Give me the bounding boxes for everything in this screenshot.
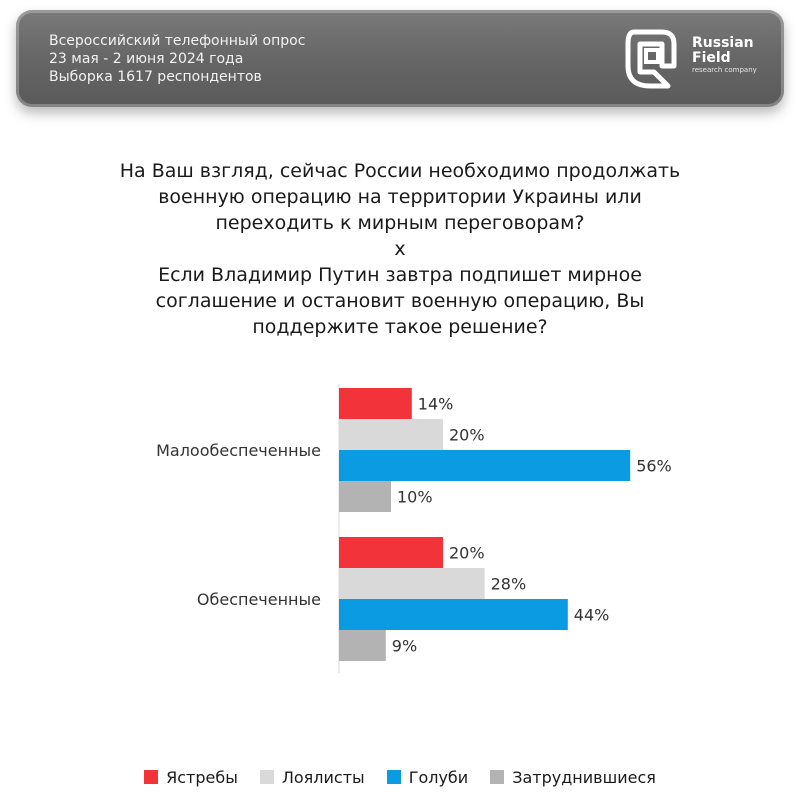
logo-word-russian: Russian (692, 35, 754, 51)
question-cross-symbol: x (394, 238, 406, 260)
question-line: поддержите такое решение? (252, 316, 548, 338)
bar-value-label: 44% (574, 606, 610, 625)
survey-dates: 23 мая - 2 июня 2024 года (49, 51, 244, 67)
survey-title: Всероссийский телефонный опрос (49, 33, 306, 49)
logo-word-field: Field (692, 50, 731, 66)
survey-question: На Ваш взгляд, сейчас России необходимо … (60, 158, 740, 340)
chart-legend: Ястребы Лоялисты Голуби Затруднившиеся (0, 764, 800, 790)
legend-swatch (386, 770, 401, 784)
bar-value-label: 14% (418, 395, 454, 414)
bar (339, 419, 443, 450)
survey-sample: Выборка 1617 респондентов (49, 69, 262, 85)
bar-value-label: 28% (491, 575, 527, 594)
question-line: Если Владимир Путин завтра подпишет мирн… (158, 264, 642, 286)
legend-label: Голуби (408, 767, 469, 787)
survey-info: Всероссийский телефонный опрос 23 мая - … (49, 32, 305, 86)
question-line: военную операцию на территории Украины и… (158, 186, 642, 208)
legend-label: Лоялисты (281, 767, 365, 787)
bar-value-label: 9% (392, 637, 417, 656)
logo-subtitle: research company (692, 66, 757, 74)
bar (339, 537, 443, 568)
bar (339, 481, 391, 512)
russian-field-logo: Russian Field research company (622, 26, 772, 92)
question-line: соглашение и остановит военную операцию,… (155, 290, 645, 312)
legend-label: Ястребы (166, 767, 238, 787)
bar (339, 450, 631, 481)
header-card: Всероссийский телефонный опрос 23 мая - … (16, 10, 784, 107)
legend-item: Затруднившиеся (490, 768, 656, 787)
legend-item: Лоялисты (259, 767, 365, 787)
bar (339, 599, 568, 630)
bar-value-label: 20% (449, 426, 485, 445)
bar (339, 568, 485, 599)
bar-value-label: 20% (449, 544, 485, 563)
question-line: переходить к мирным переговорам? (215, 212, 585, 234)
logo-wordmark: Russian Field research company (692, 36, 757, 75)
category-label: Обеспеченные (197, 590, 321, 609)
legend-swatch (259, 770, 274, 784)
legend-swatch (144, 770, 159, 784)
legend-item: Голуби (386, 767, 469, 787)
legend-swatch (490, 770, 505, 784)
bar-value-label: 10% (397, 488, 433, 507)
category-label: Малообеспеченные (156, 441, 321, 460)
legend-label: Затруднившиеся (512, 767, 656, 787)
question-line: На Ваш взгляд, сейчас России необходимо … (119, 160, 681, 182)
bar (339, 630, 386, 661)
bar-value-label: 56% (636, 457, 672, 476)
legend-item: Ястребы (144, 768, 238, 787)
russian-field-logo-icon (625, 29, 677, 89)
bar (339, 388, 412, 419)
